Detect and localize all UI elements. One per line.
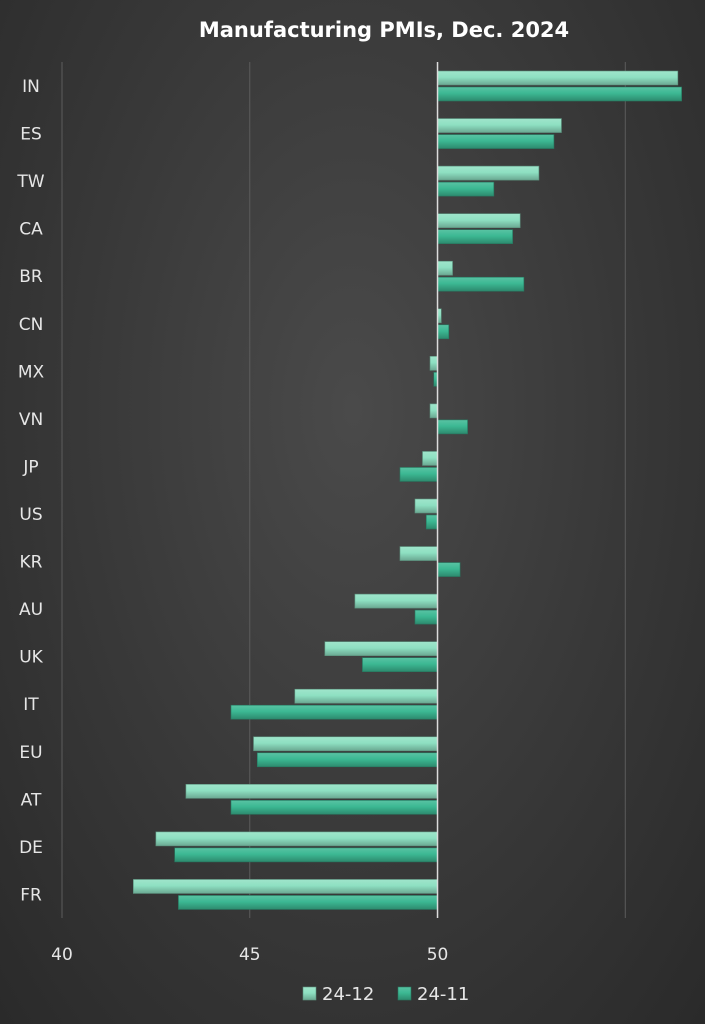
legend: 24-12 24-11 xyxy=(302,984,469,1005)
bars xyxy=(133,70,682,910)
legend-swatch-24-12 xyxy=(302,986,317,1001)
bar-br-24-11 xyxy=(437,276,525,292)
category-label-in: IN xyxy=(22,77,40,97)
bar-eu-24-12 xyxy=(253,736,438,752)
bar-kr-24-11 xyxy=(437,562,461,577)
bar-in-24-11 xyxy=(437,86,682,102)
bar-at-24-12 xyxy=(185,784,438,799)
category-label-ca: CA xyxy=(19,220,43,240)
category-label-cn: CN xyxy=(19,315,44,335)
bar-vn-24-11 xyxy=(437,419,468,435)
x-tick-label: 40 xyxy=(51,945,73,965)
legend-swatch-24-11 xyxy=(397,986,412,1001)
bar-tw-24-12 xyxy=(437,165,540,181)
category-label-mx: MX xyxy=(18,362,45,382)
bar-es-24-11 xyxy=(437,134,555,149)
category-label-au: AU xyxy=(19,600,43,620)
bar-jp-24-12 xyxy=(422,451,438,466)
chart-title: Manufacturing PMIs, Dec. 2024 xyxy=(199,18,569,42)
bar-kr-24-12 xyxy=(399,546,438,561)
bar-au-24-12 xyxy=(354,593,438,609)
category-label-us: US xyxy=(19,505,42,525)
bar-ca-24-11 xyxy=(437,229,513,244)
bar-uk-24-12 xyxy=(324,641,438,656)
category-label-fr: FR xyxy=(20,885,42,905)
category-label-vn: VN xyxy=(19,410,43,430)
bar-cn-24-11 xyxy=(437,324,450,340)
category-label-br: BR xyxy=(19,267,43,287)
bar-uk-24-11 xyxy=(362,657,438,672)
bar-br-24-12 xyxy=(437,260,453,276)
bar-tw-24-11 xyxy=(437,181,495,197)
bar-es-24-12 xyxy=(437,118,562,133)
category-label-de: DE xyxy=(19,838,43,858)
legend-label-24-12: 24-12 xyxy=(322,984,374,1005)
legend-label-24-11: 24-11 xyxy=(417,984,469,1005)
bar-it-24-12 xyxy=(294,688,438,704)
bar-mx-24-12 xyxy=(429,356,438,371)
x-tick-labels: 40 45 50 xyxy=(51,945,448,965)
category-label-it: IT xyxy=(23,695,39,715)
category-label-kr: KR xyxy=(20,553,43,573)
x-tick-label: 45 xyxy=(239,945,261,965)
bar-it-24-11 xyxy=(230,704,438,720)
bar-in-24-12 xyxy=(437,70,679,86)
category-label-jp: JP xyxy=(22,457,38,477)
category-label-tw: TW xyxy=(16,172,44,192)
bar-us-24-12 xyxy=(414,498,438,514)
x-tick-label: 50 xyxy=(427,945,449,965)
bar-eu-24-11 xyxy=(256,752,438,768)
category-labels: IN ES TW CA BR CN MX VN JP US KR AU UK IT EU AT DE FR xyxy=(16,77,44,905)
bar-de-24-12 xyxy=(155,831,438,847)
bar-ca-24-12 xyxy=(437,213,521,228)
bar-at-24-11 xyxy=(230,800,438,815)
bar-au-24-11 xyxy=(414,609,438,625)
bar-fr-24-12 xyxy=(133,879,438,894)
category-label-es: ES xyxy=(20,125,42,145)
bar-jp-24-11 xyxy=(399,467,438,482)
bar-us-24-11 xyxy=(425,514,438,530)
bar-fr-24-11 xyxy=(178,895,438,910)
category-label-at: AT xyxy=(21,790,42,810)
bar-de-24-11 xyxy=(174,847,438,863)
category-label-uk: UK xyxy=(19,648,43,668)
bar-vn-24-12 xyxy=(429,403,438,419)
category-label-eu: EU xyxy=(19,743,42,763)
